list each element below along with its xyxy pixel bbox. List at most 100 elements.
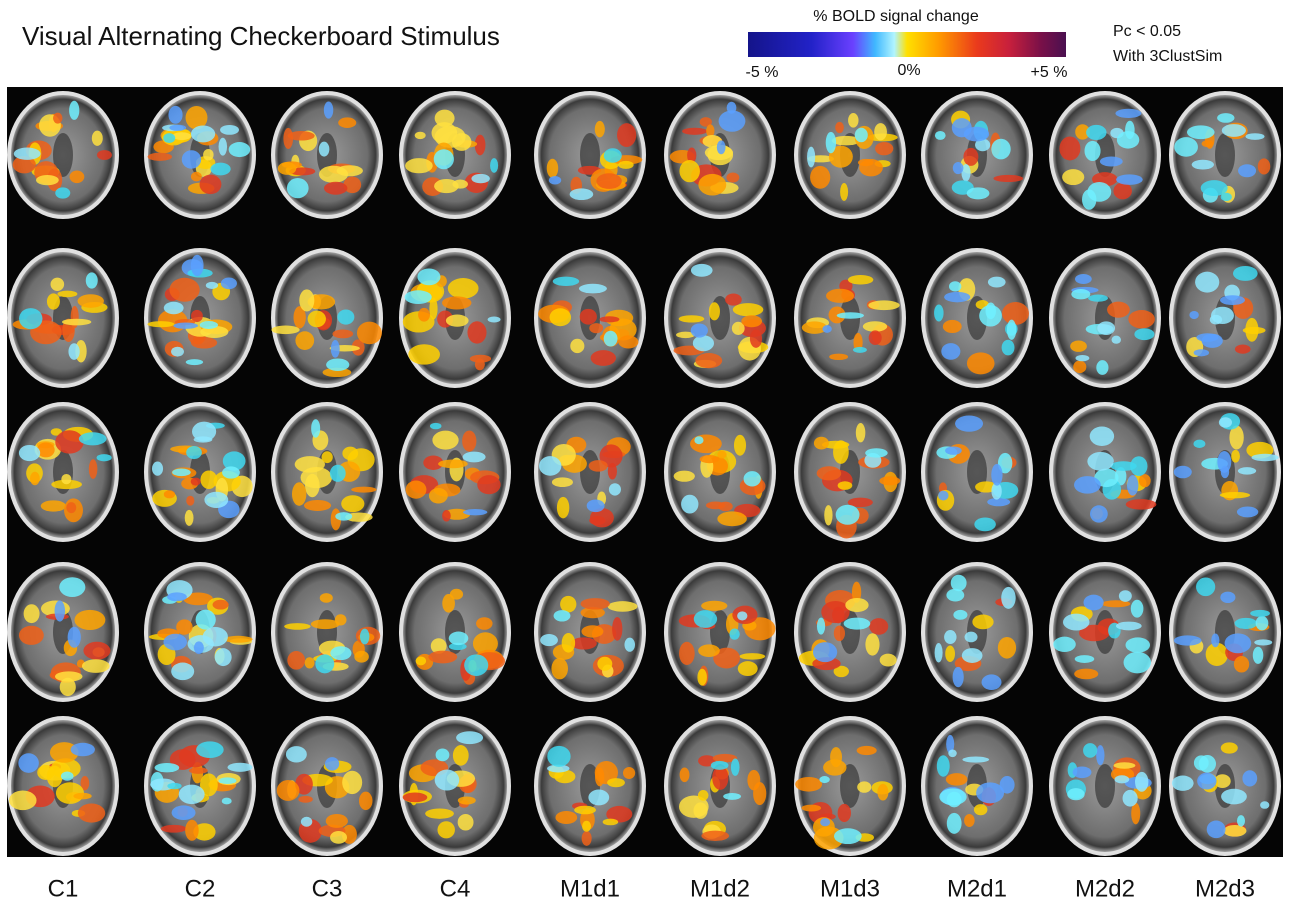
activation-blob <box>224 636 253 643</box>
activation-blob <box>869 618 888 635</box>
column-label: C4 <box>440 875 471 902</box>
deactivation-blob <box>168 106 182 124</box>
activation-blob <box>607 778 625 787</box>
deactivation-blob <box>1071 289 1090 299</box>
deactivation-blob <box>1192 160 1214 170</box>
activation-blob <box>330 831 347 844</box>
column-label: M2d1 <box>947 875 1007 902</box>
deactivation-blob <box>324 102 333 119</box>
deactivation-blob <box>549 176 561 185</box>
deactivation-blob <box>1112 336 1121 344</box>
deactivation-blob <box>609 483 621 495</box>
activation-blob <box>698 790 709 801</box>
activation-blob <box>857 746 877 755</box>
activation-blob <box>185 510 194 526</box>
activation-blob <box>41 500 66 511</box>
activation-blob <box>795 777 822 792</box>
deactivation-blob <box>1073 766 1092 778</box>
deactivation-blob <box>204 492 228 508</box>
deactivation-blob <box>865 448 888 457</box>
deactivation-blob <box>982 674 1002 690</box>
deactivation-blob <box>164 302 184 315</box>
activation-blob <box>834 625 845 641</box>
activation-blob <box>1223 825 1246 837</box>
deactivation-blob <box>744 471 761 486</box>
deactivation-blob <box>853 347 867 353</box>
deactivation-blob <box>155 763 180 772</box>
deactivation-blob <box>587 499 605 512</box>
deactivation-blob <box>731 759 740 776</box>
deactivation-blob <box>1125 637 1150 652</box>
deactivation-blob <box>1233 266 1258 281</box>
deactivation-blob <box>949 281 961 291</box>
activation-blob <box>322 451 333 463</box>
activation-blob <box>164 490 175 498</box>
activation-blob <box>191 337 217 349</box>
column-label: M2d3 <box>1195 875 1255 902</box>
deactivation-blob <box>691 323 708 337</box>
deactivation-blob <box>1199 755 1216 773</box>
deactivation-blob <box>826 132 836 153</box>
deactivation-blob <box>553 277 579 286</box>
activation-blob <box>1231 450 1240 463</box>
deactivation-blob <box>163 634 186 651</box>
deactivation-blob <box>691 264 713 277</box>
activation-blob <box>78 804 105 823</box>
deactivation-blob <box>86 272 98 288</box>
deactivation-blob <box>163 133 175 143</box>
activation-blob <box>405 158 433 173</box>
deactivation-blob <box>59 577 85 597</box>
deactivation-blob <box>1195 272 1219 293</box>
deactivation-blob <box>953 162 964 174</box>
deactivation-blob <box>820 818 830 826</box>
activation-blob <box>288 131 315 140</box>
deactivation-blob <box>964 127 989 142</box>
deactivation-blob <box>182 150 201 168</box>
activation-blob <box>1245 318 1258 342</box>
deactivation-blob <box>1085 141 1101 161</box>
activation-blob <box>403 793 428 803</box>
activation-blob <box>832 607 844 624</box>
colorbar-mid: 0% <box>897 62 920 79</box>
activation-blob <box>829 354 848 360</box>
deactivation-blob <box>463 509 487 515</box>
activation-blob <box>574 806 596 815</box>
deactivation-blob <box>430 423 441 429</box>
deactivation-blob <box>1096 360 1108 375</box>
deactivation-blob <box>962 648 983 663</box>
activation-blob <box>848 113 858 128</box>
deactivation-blob <box>172 469 191 477</box>
deactivation-blob <box>723 793 741 800</box>
deactivation-blob <box>729 629 739 640</box>
deactivation-blob <box>337 309 354 324</box>
activation-blob <box>747 770 760 791</box>
deactivation-blob <box>172 805 196 820</box>
activation-blob <box>1114 762 1136 768</box>
deactivation-blob <box>1086 125 1106 140</box>
deactivation-blob <box>287 178 309 198</box>
deactivation-blob <box>405 290 432 304</box>
activation-blob <box>357 322 382 345</box>
deactivation-blob <box>68 343 79 360</box>
activation-blob <box>591 350 616 366</box>
deactivation-blob <box>194 641 204 654</box>
deactivation-blob <box>215 648 232 666</box>
activation-blob <box>78 294 104 308</box>
deactivation-blob <box>1242 770 1257 786</box>
deactivation-blob <box>1251 454 1278 461</box>
activation-blob <box>856 423 866 442</box>
ventricle <box>580 450 600 494</box>
activation-blob <box>295 331 314 350</box>
activation-blob <box>680 767 690 782</box>
deactivation-blob <box>1221 789 1247 805</box>
activation-blob <box>418 308 430 322</box>
deactivation-blob <box>171 663 194 681</box>
deactivation-blob <box>1222 124 1246 137</box>
activation-blob <box>733 303 763 316</box>
activation-blob <box>863 321 887 332</box>
deactivation-blob <box>222 798 232 805</box>
activation-blob <box>589 323 603 333</box>
deactivation-blob <box>1221 193 1232 201</box>
activation-blob <box>51 278 65 291</box>
deactivation-blob <box>1217 451 1231 473</box>
